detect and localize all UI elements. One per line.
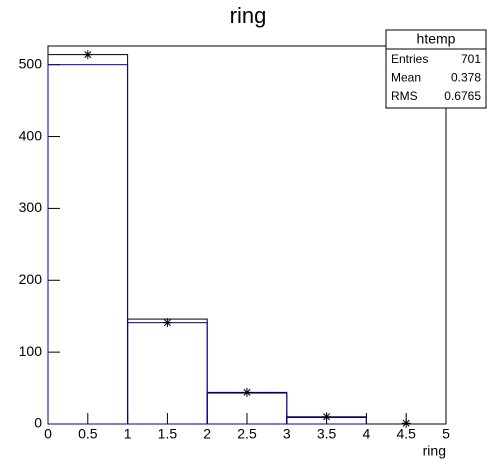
y-tick-label: 400 xyxy=(19,127,43,143)
bar xyxy=(47,54,129,425)
stats-label: Mean xyxy=(391,71,421,85)
bar xyxy=(47,64,129,425)
x-tick-label: 3 xyxy=(283,426,291,442)
x-tick-label: 2.5 xyxy=(237,426,257,442)
x-tick-label: 2 xyxy=(203,426,211,442)
y-tick-label: 300 xyxy=(19,199,43,215)
stats-border xyxy=(385,29,487,109)
x-tick-label: 4 xyxy=(363,426,371,442)
bar xyxy=(127,318,208,425)
x-tick-label: 1.5 xyxy=(158,426,178,442)
stats-value: 0.6765 xyxy=(444,89,481,103)
stats-label: RMS xyxy=(391,89,418,103)
x-tick-label: 1 xyxy=(124,426,132,442)
x-tick-label: 5 xyxy=(442,426,450,442)
y-tick-label: 500 xyxy=(19,55,43,71)
stats-box: htemp xyxy=(385,29,487,109)
x-tick-label: 0.5 xyxy=(78,426,98,442)
marker xyxy=(162,318,172,328)
x-tick-label: 4.5 xyxy=(396,426,416,442)
stats-value: 701 xyxy=(461,52,481,66)
marker xyxy=(322,412,332,422)
x-axis-label: ring xyxy=(423,443,446,459)
x-tick-label: 3.5 xyxy=(317,426,337,442)
marker xyxy=(242,387,252,397)
y-tick-label: 100 xyxy=(19,343,43,359)
marker xyxy=(401,418,411,428)
stats-label: Entries xyxy=(391,52,428,66)
chart-title: ring xyxy=(230,3,267,28)
y-tick-label: 0 xyxy=(34,415,42,431)
bar xyxy=(127,322,208,425)
stats-value: 0.378 xyxy=(451,71,481,85)
y-tick-label: 200 xyxy=(19,271,43,287)
stats-title: htemp xyxy=(417,31,456,47)
x-tick-label: 0 xyxy=(44,426,52,442)
marker xyxy=(83,50,93,60)
